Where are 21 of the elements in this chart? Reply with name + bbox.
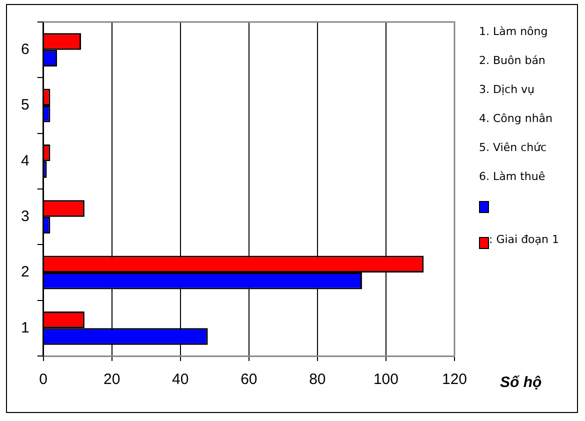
x-tick-label: 100	[373, 371, 398, 388]
y-tick-label: 6	[21, 40, 30, 58]
text: 2. Buôn bán	[479, 53, 546, 69]
x-tick-label: 0	[39, 371, 48, 388]
x-tick-label: 20	[104, 371, 120, 388]
y-tick-label: 1	[21, 319, 30, 336]
y-tick-label: 5	[21, 96, 30, 114]
y-tick-label: 4	[21, 152, 30, 170]
y-tick-label: 3	[21, 208, 30, 225]
x-tick-label: 60	[240, 371, 258, 388]
x-tick-label: 120	[442, 371, 467, 388]
text: 4. Công nhân	[479, 111, 554, 127]
text: 1. Làm nông	[479, 24, 549, 40]
x-tick-label: 80	[309, 371, 326, 388]
x-axis-title: Số hộ	[500, 374, 542, 391]
y-tick-label: 2	[21, 264, 30, 281]
x-tick-label: 40	[172, 371, 189, 388]
text: 3. Dịch vụ	[479, 82, 536, 98]
legend-label: : Giai đoạn 1	[489, 233, 559, 246]
text: 5. Viên chức	[479, 140, 548, 156]
text: 6. Làm thuê	[479, 169, 546, 185]
